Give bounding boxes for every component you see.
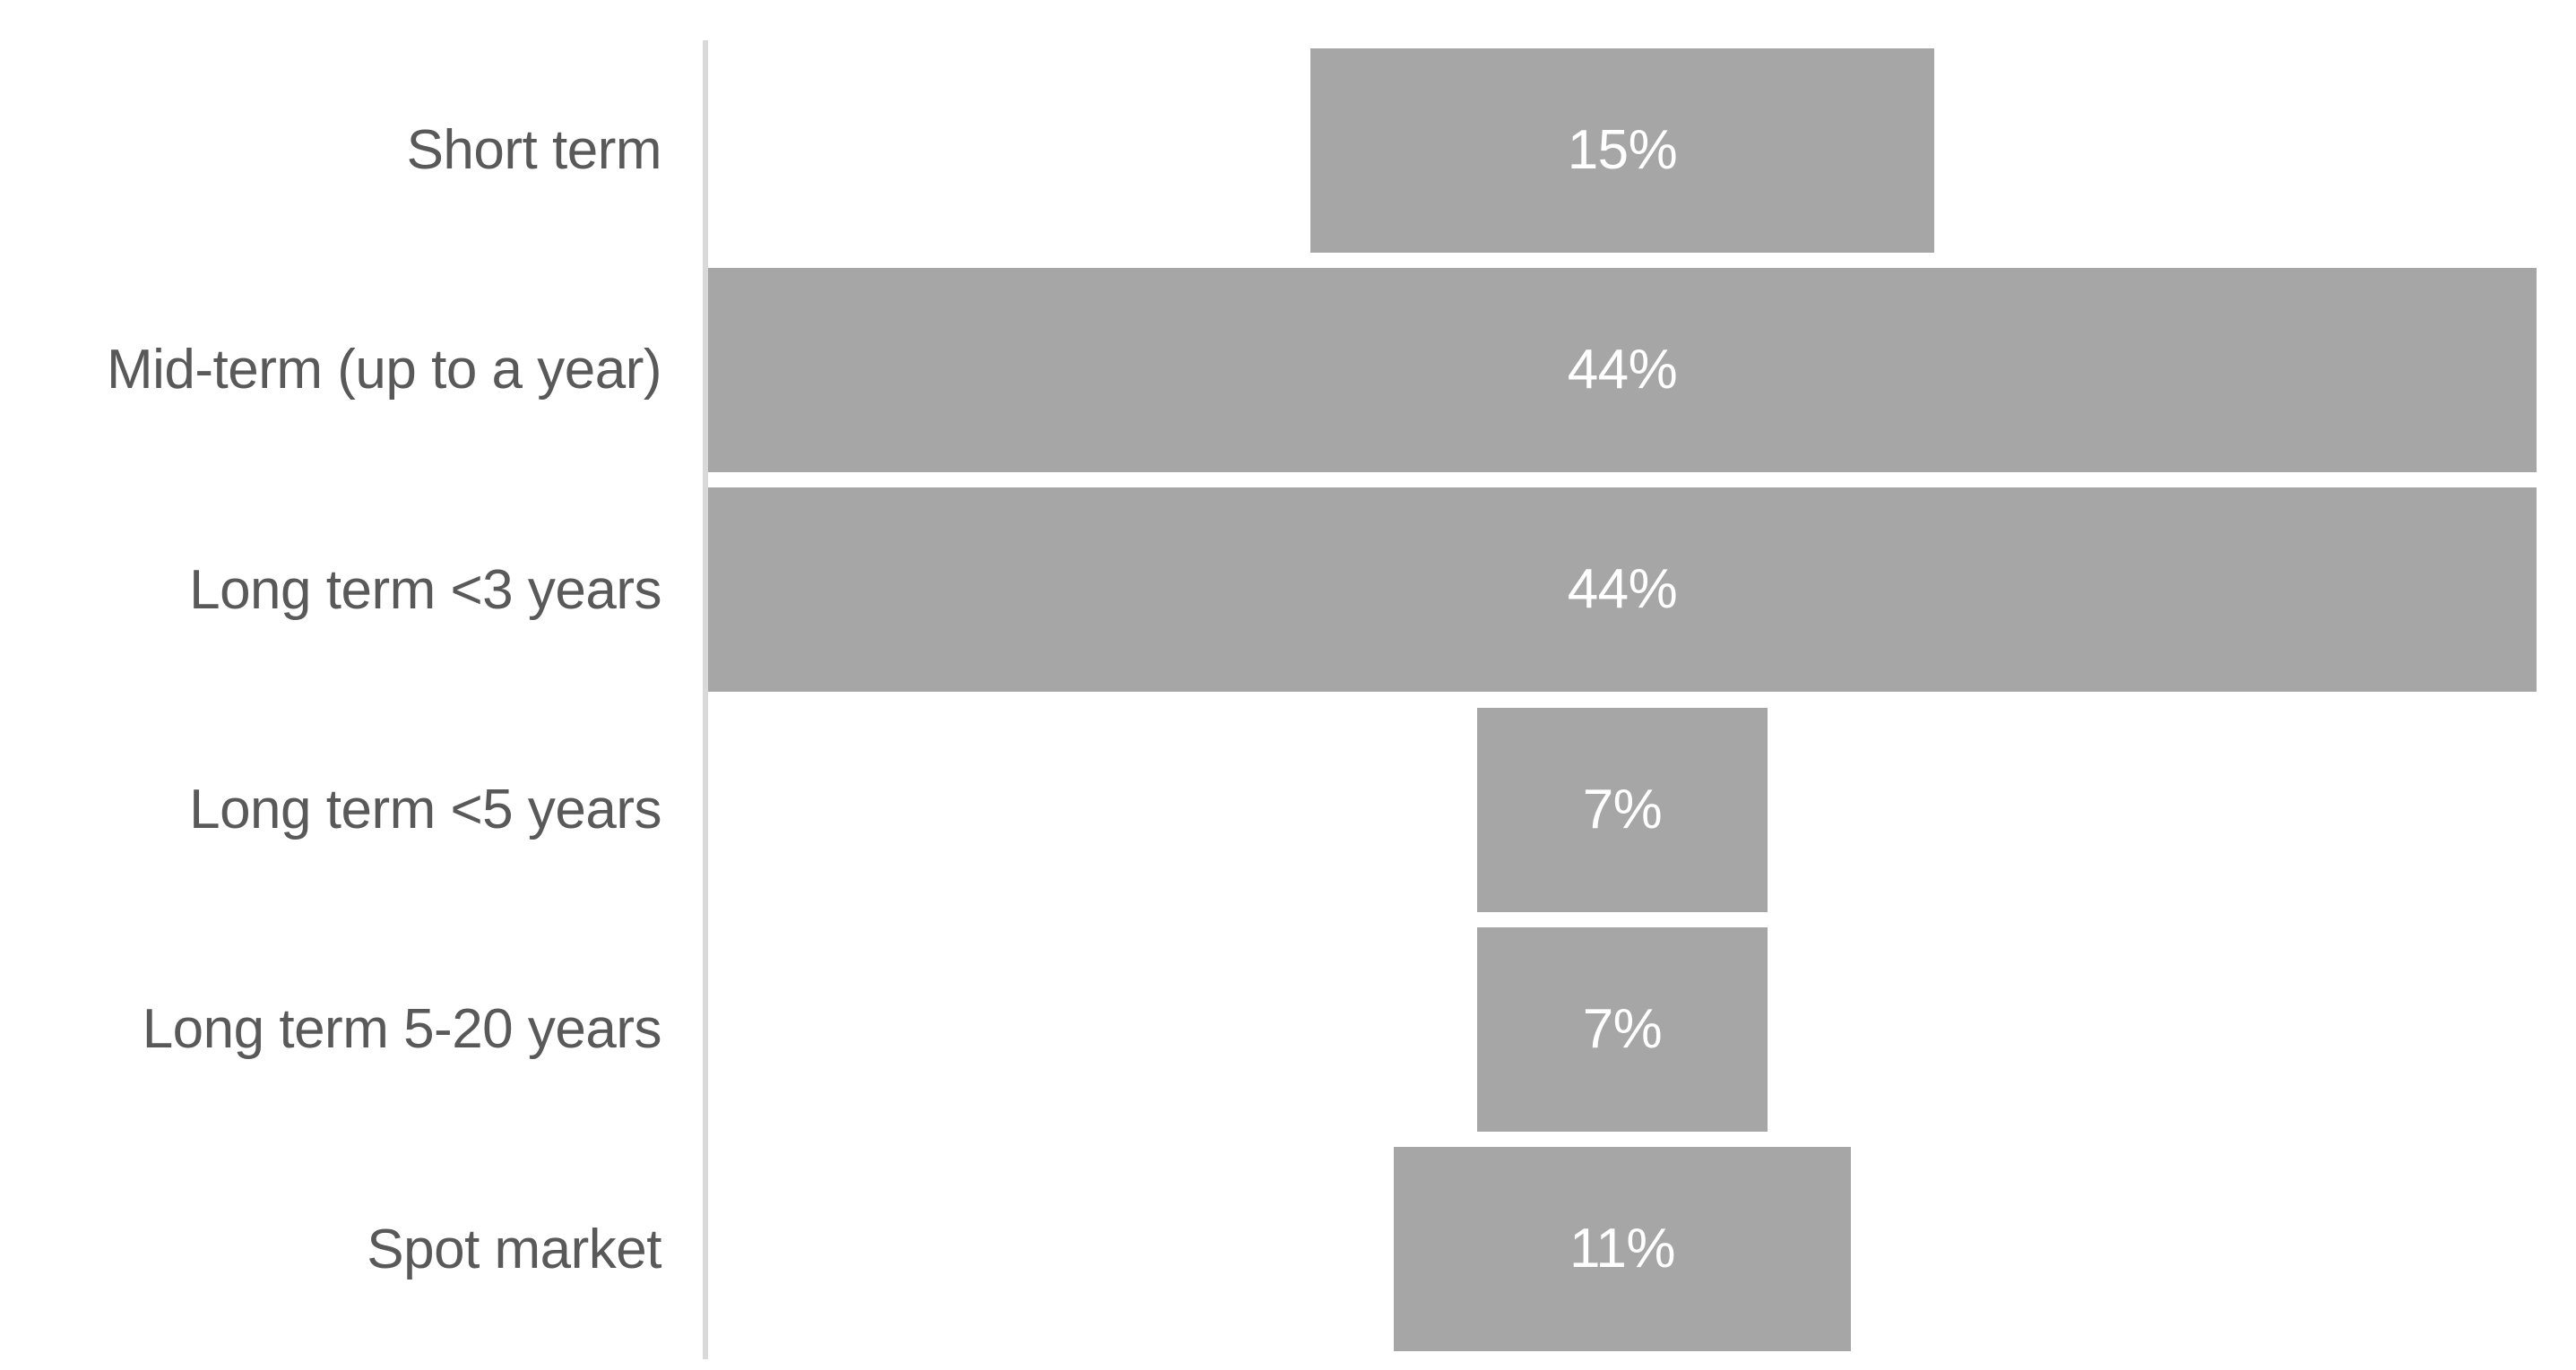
plot-cell: 44% bbox=[703, 260, 2537, 480]
data-label: 15% bbox=[1567, 118, 1678, 181]
chart-plot-area: Short term 15% Mid-term (up to a year) 44% L… bbox=[0, 40, 2537, 1359]
data-bar: 11% bbox=[1394, 1147, 1851, 1352]
chart-row: Long term <5 years 7% bbox=[0, 699, 2537, 920]
category-label: Long term <3 years bbox=[189, 558, 661, 621]
category-label: Short term bbox=[406, 119, 662, 182]
chart-row: Spot market 11% bbox=[0, 1139, 2537, 1359]
data-label: 11% bbox=[1569, 1218, 1676, 1280]
category-label: Long term <5 years bbox=[189, 779, 661, 841]
data-bar: 7% bbox=[1476, 707, 1768, 912]
chart-row: Short term 15% bbox=[0, 40, 2537, 261]
category-label: Spot market bbox=[367, 1218, 661, 1280]
data-bar: 7% bbox=[1476, 926, 1768, 1133]
data-label: 7% bbox=[1582, 997, 1663, 1060]
plot-cell: 7% bbox=[703, 699, 2537, 920]
category-label: Long term 5-20 years bbox=[142, 998, 662, 1061]
chart-row: Long term 5-20 years 7% bbox=[0, 919, 2537, 1140]
data-bar: 44% bbox=[708, 487, 2537, 693]
data-bar: 44% bbox=[708, 267, 2537, 473]
data-label: 44% bbox=[1567, 558, 1678, 621]
plot-cell: 11% bbox=[703, 1139, 2537, 1359]
chart-row: Long term <3 years 44% bbox=[0, 479, 2537, 700]
data-label: 7% bbox=[1582, 778, 1663, 840]
plot-cell: 15% bbox=[703, 40, 2537, 261]
chart-row: Mid-term (up to a year) 44% bbox=[0, 260, 2537, 480]
category-label: Mid-term (up to a year) bbox=[106, 339, 662, 401]
plot-cell: 44% bbox=[703, 479, 2537, 700]
plot-cell: 7% bbox=[703, 919, 2537, 1140]
data-label: 44% bbox=[1567, 338, 1678, 401]
data-bar: 15% bbox=[1310, 47, 1934, 253]
